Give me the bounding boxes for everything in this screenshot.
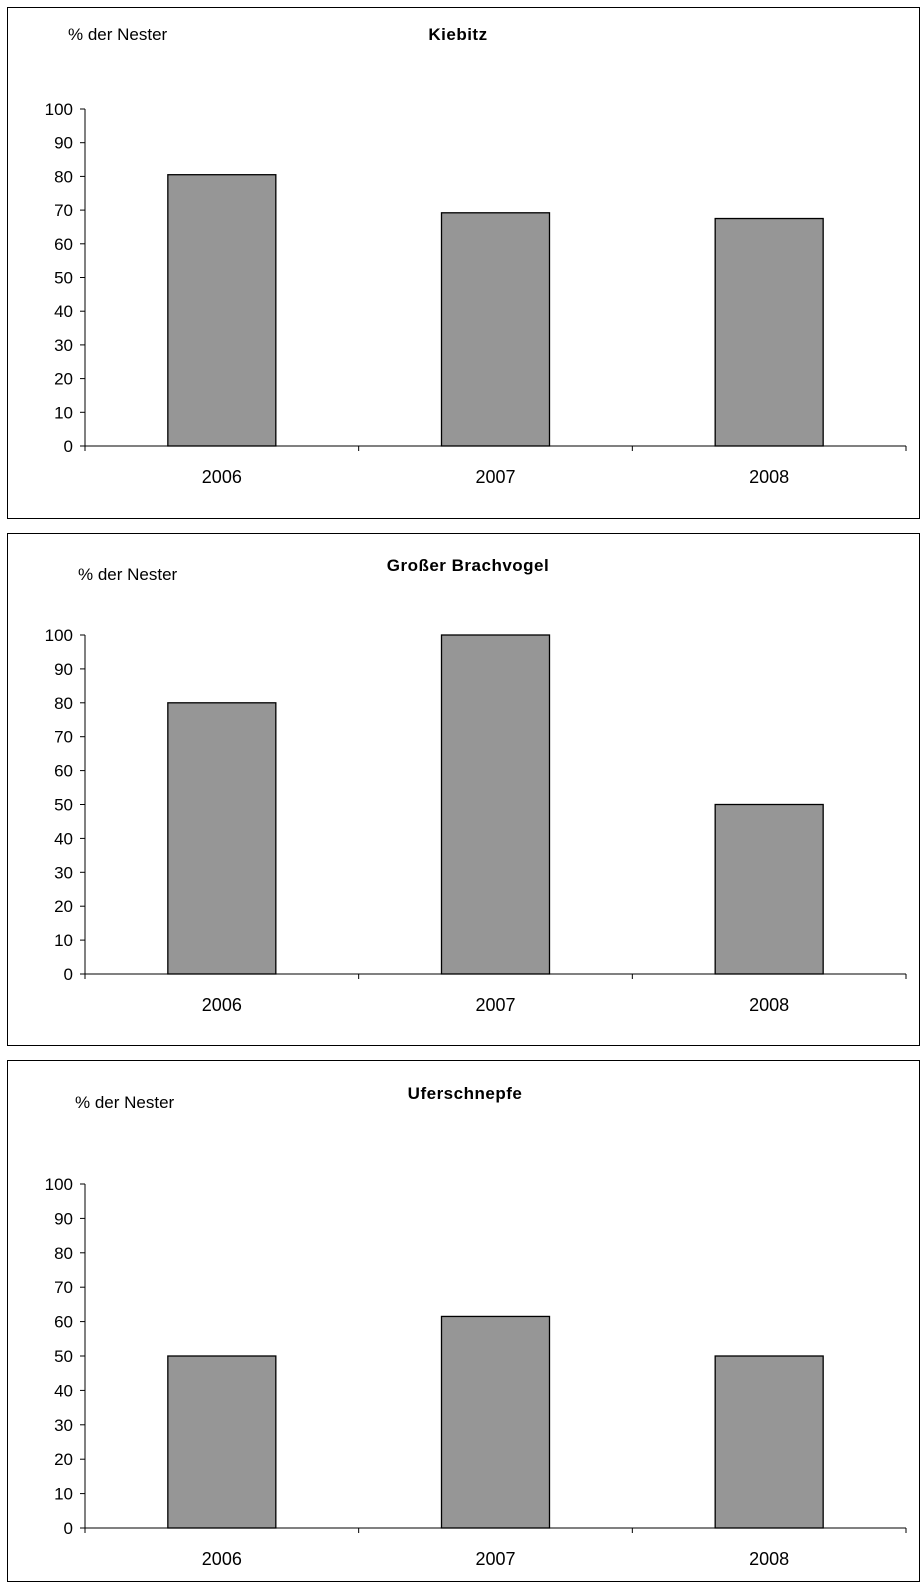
x-tick-label: 2008 — [749, 467, 789, 487]
y-tick-label: 40 — [54, 302, 73, 321]
y-tick-label: 60 — [54, 762, 73, 781]
x-tick-label: 2008 — [749, 995, 789, 1015]
y-tick-label: 10 — [54, 403, 73, 422]
y-axis-label: % der Nester — [68, 25, 168, 44]
chart-title: Kiebitz — [428, 25, 487, 44]
x-tick-label: 2007 — [475, 995, 515, 1015]
chart-svg-uferschnepfe: Uferschnepfe % der Nester 0 10 20 30 40 50 60 70 8… — [45, 1084, 907, 1569]
chart-panel-uferschnepfe: Uferschnepfe % der Nester 0 10 20 30 40 50 60 70 8… — [7, 1060, 920, 1582]
x-tick-label: 2007 — [475, 467, 515, 487]
y-tick-label: 40 — [54, 829, 73, 848]
x-tick-label: 2008 — [749, 1549, 789, 1569]
y-tick-label: 100 — [45, 100, 73, 119]
y-tick-label: 70 — [54, 201, 73, 220]
y-tick-label: 50 — [54, 1347, 73, 1366]
x-tick-label: 2006 — [202, 467, 242, 487]
chart-panel-kiebitz: Kiebitz % der Nester 0 10 20 30 40 50 60 70 80 90 10… — [7, 7, 920, 519]
bar-2006 — [167, 1355, 277, 1529]
y-tick-label: 90 — [54, 134, 73, 153]
y-tick-label: 10 — [54, 1485, 73, 1504]
chart-panel-grosser-brachvogel: Großer Brachvogel % der Nester 0 10 20 30 40 50… — [7, 533, 920, 1046]
y-tick-label: 50 — [54, 796, 73, 815]
bar-2006 — [167, 702, 277, 975]
y-tick-label: 0 — [64, 437, 73, 456]
x-tick-label: 2006 — [202, 1549, 242, 1569]
y-tick-label: 0 — [64, 1519, 73, 1538]
y-tick-label: 90 — [54, 660, 73, 679]
bar-2008 — [714, 803, 824, 975]
bar-2008 — [714, 217, 824, 447]
chart-svg-grosser-brachvogel: Großer Brachvogel % der Nester 0 10 20 30 40 50… — [45, 556, 907, 1015]
y-tick-label: 60 — [54, 1313, 73, 1332]
y-tick-label: 90 — [54, 1209, 73, 1228]
bar-2007 — [440, 212, 551, 447]
y-tick-label: 20 — [54, 897, 73, 916]
y-tick-label: 70 — [54, 1278, 73, 1297]
y-tick-label: 80 — [54, 1244, 73, 1263]
y-tick-label: 70 — [54, 728, 73, 747]
chart-svg-kiebitz: Kiebitz % der Nester 0 10 20 30 40 50 60 70 80 90 10… — [45, 25, 907, 487]
y-tick-label: 30 — [54, 863, 73, 882]
bar-2007 — [440, 634, 551, 975]
y-tick-label: 80 — [54, 694, 73, 713]
bar-2008 — [714, 1355, 824, 1529]
y-tick-label: 50 — [54, 269, 73, 288]
chart-title: Großer Brachvogel — [387, 556, 550, 575]
bar-2006 — [167, 174, 277, 447]
y-tick-label: 100 — [45, 1175, 73, 1194]
y-axis-label: % der Nester — [78, 565, 178, 584]
x-tick-label: 2007 — [475, 1549, 515, 1569]
bar-2007 — [440, 1315, 551, 1529]
y-tick-label: 60 — [54, 235, 73, 254]
y-tick-label: 30 — [54, 1416, 73, 1435]
y-tick-label: 80 — [54, 167, 73, 186]
y-tick-label: 0 — [64, 965, 73, 984]
y-tick-label: 100 — [45, 626, 73, 645]
y-tick-label: 10 — [54, 931, 73, 950]
y-tick-label: 20 — [54, 370, 73, 389]
y-tick-label: 20 — [54, 1450, 73, 1469]
y-tick-label: 30 — [54, 336, 73, 355]
chart-title: Uferschnepfe — [408, 1084, 523, 1103]
y-tick-label: 40 — [54, 1381, 73, 1400]
x-tick-label: 2006 — [202, 995, 242, 1015]
y-axis-label: % der Nester — [75, 1093, 175, 1112]
